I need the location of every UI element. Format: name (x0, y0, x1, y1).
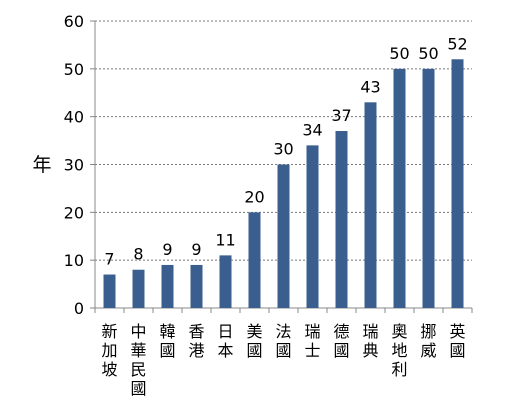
data-label: 20 (244, 187, 264, 206)
bar (277, 164, 290, 308)
y-tick-label: 10 (64, 251, 84, 270)
category-label: 瑞典 (362, 322, 378, 360)
y-tick-label: 20 (64, 203, 84, 222)
category-label: 香港 (188, 322, 204, 360)
category-label: 日本 (217, 322, 233, 360)
bar (132, 269, 145, 308)
bar (103, 274, 116, 308)
bar (393, 68, 406, 308)
category-label: 韓國 (159, 322, 175, 360)
data-label: 8 (133, 245, 143, 264)
data-label: 9 (162, 240, 172, 259)
category-label: 新加坡 (101, 322, 117, 379)
data-label: 50 (418, 44, 438, 63)
category-label: 瑞士 (304, 322, 320, 360)
y-tick-label: 50 (64, 60, 84, 79)
bar (248, 212, 261, 308)
bar (335, 131, 348, 308)
data-label: 11 (215, 230, 235, 249)
bar (306, 145, 319, 308)
data-label: 52 (447, 34, 467, 53)
data-label: 37 (331, 106, 351, 125)
category-label: 奧地利 (391, 322, 407, 379)
category-label: 中華民國 (130, 322, 146, 398)
category-label: 法國 (275, 322, 291, 360)
data-label: 43 (360, 77, 380, 96)
y-tick-label: 0 (74, 299, 84, 318)
y-tick-label: 40 (64, 108, 84, 127)
data-label: 7 (104, 250, 114, 269)
data-label: 34 (302, 120, 322, 139)
data-label: 50 (389, 44, 409, 63)
category-label: 美國 (246, 322, 262, 360)
bar (451, 59, 464, 309)
y-tick-label: 60 (64, 12, 84, 31)
category-label: 挪威 (420, 322, 436, 360)
y-axis-ticks: 0 10 20 30 40 50 60 (64, 12, 95, 318)
bar (219, 255, 232, 308)
bars (103, 59, 464, 309)
data-label: 30 (273, 140, 293, 159)
bar (364, 102, 377, 308)
category-label: 德國 (333, 322, 349, 360)
y-tick-label: 30 (64, 156, 84, 175)
data-label: 9 (191, 240, 201, 259)
bar (190, 264, 203, 308)
category-label: 英國 (449, 322, 465, 360)
y-axis-label: 年 (32, 154, 51, 176)
bar (161, 264, 174, 308)
bar (422, 68, 435, 308)
